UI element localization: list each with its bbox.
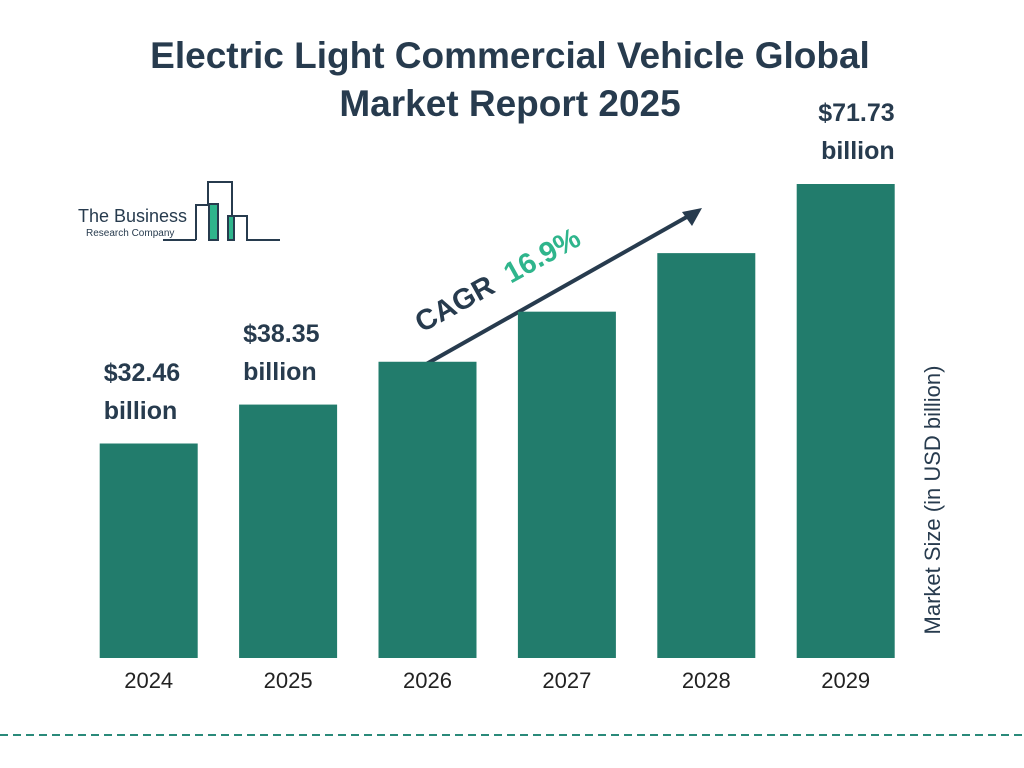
x-tick-label: 2024 xyxy=(124,668,173,693)
bar xyxy=(796,184,895,658)
x-tick-label: 2025 xyxy=(264,668,313,693)
value-label: $32.46 billion xyxy=(103,358,181,425)
x-tick-label: 2026 xyxy=(403,668,452,693)
chart-title: Electric Light Commercial Vehicle Global… xyxy=(150,35,870,124)
bar xyxy=(378,361,477,658)
bar xyxy=(239,404,338,658)
logo-text: The Business xyxy=(78,206,187,226)
x-tick-label: 2027 xyxy=(542,668,591,693)
logo-text: Research Company xyxy=(86,228,174,239)
cagr-arrow xyxy=(397,212,693,382)
x-tick-label: 2028 xyxy=(682,668,731,693)
bar xyxy=(657,253,756,659)
bar xyxy=(517,311,616,658)
value-label: $38.35 billion xyxy=(243,319,320,386)
bar xyxy=(99,443,198,658)
cagr-arrowhead xyxy=(682,208,702,226)
x-tick-label: 2029 xyxy=(821,668,870,693)
logo xyxy=(163,181,280,241)
value-label: $71.73 billion xyxy=(818,99,895,165)
y-axis-label: Market Size (in USD billion) xyxy=(920,366,945,635)
